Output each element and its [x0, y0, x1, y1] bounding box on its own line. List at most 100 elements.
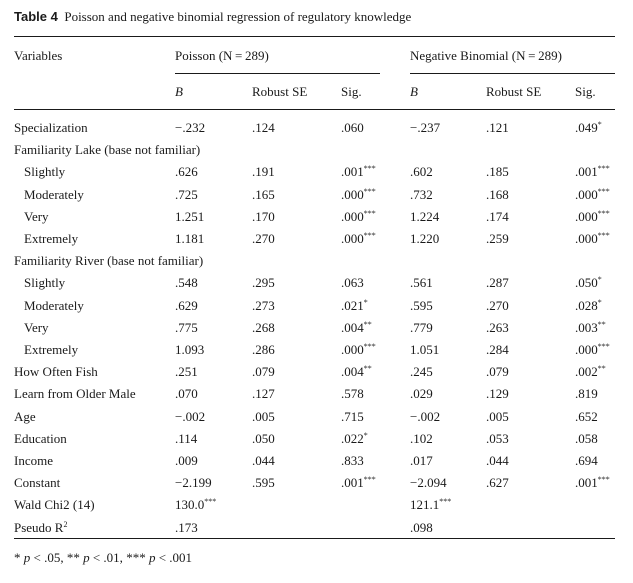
table-cell: 130.0***	[175, 497, 216, 513]
table-cell: .629	[175, 298, 198, 314]
cell-value: .629	[175, 297, 198, 313]
cell-value: .259	[486, 231, 509, 246]
cell-value: .017	[410, 453, 433, 468]
cell-value: .833	[341, 453, 364, 468]
cell-value: .000	[575, 186, 598, 202]
cell-value: .732	[410, 186, 433, 202]
table-cell: .000***	[341, 187, 376, 203]
row-label: Extremely	[24, 342, 78, 358]
row-label-text: Moderately	[24, 186, 84, 202]
cell-value: .286	[252, 342, 275, 357]
cell-value: .000	[575, 342, 598, 357]
table-cell: .009	[175, 453, 198, 469]
table-cell: .270	[252, 231, 275, 247]
footnote-threshold-3: < .001	[155, 550, 193, 565]
row-label-text: Very	[24, 319, 49, 335]
table-cell: .050*	[575, 275, 602, 291]
significance-stars: ***	[363, 231, 376, 240]
significance-stars: **	[597, 364, 606, 374]
row-label-text: Learn from Older Male	[14, 386, 136, 402]
cell-value: .173	[175, 519, 198, 535]
footnote: * p < .05, ** p < .01, *** p < .001	[14, 550, 192, 566]
cell-value: .079	[252, 364, 275, 380]
cell-value: .170	[252, 208, 275, 224]
table-cell: .004**	[341, 320, 372, 336]
cell-value: .102	[410, 430, 433, 446]
row-label-text: Slightly	[24, 164, 66, 180]
cell-value: −.002	[175, 408, 206, 424]
cell-value: .270	[486, 297, 509, 313]
row-label: Slightly	[24, 275, 65, 291]
table-cell: .079	[252, 364, 275, 380]
cell-value: .029	[410, 386, 433, 402]
table-cell: .124	[252, 120, 275, 136]
significance-stars: ***	[363, 475, 376, 485]
cell-value: .548	[175, 275, 198, 291]
table-cell: .165	[252, 187, 275, 203]
cell-value: .000	[575, 231, 598, 246]
cell-value: 1.224	[410, 208, 440, 224]
cell-value: .775	[175, 319, 198, 335]
cell-value: .652	[575, 408, 598, 424]
table-label: Table 4	[14, 9, 58, 24]
significance-stars: ***	[363, 164, 376, 174]
significance-stars: ***	[439, 497, 452, 507]
row-label: Constant	[14, 475, 60, 491]
cell-value: .000	[341, 208, 364, 224]
table-cell: .191	[252, 164, 275, 180]
cell-value: .627	[486, 475, 509, 491]
table-cell: .001***	[341, 475, 376, 491]
cell-value: .021	[341, 297, 364, 313]
significance-stars: ***	[363, 186, 376, 196]
cell-value: .002	[575, 364, 598, 380]
cell-value: .028	[575, 297, 598, 313]
header-negbin: Negative Binomial (N = 289)	[410, 48, 562, 63]
table-cell: .102	[410, 431, 433, 447]
cell-value: .001	[575, 164, 598, 180]
cell-value: −2.094	[410, 475, 447, 491]
header-variables: Variables	[14, 48, 63, 63]
cell-value: 1.051	[410, 342, 440, 357]
cell-value: .245	[410, 364, 433, 380]
table-cell: .775	[175, 320, 198, 336]
row-label: Extremely	[24, 231, 78, 247]
cell-value: .000	[575, 208, 598, 224]
cell-value: .000	[341, 186, 364, 202]
table-cell: .561	[410, 275, 433, 291]
row-label: Pseudo R2	[14, 520, 67, 536]
table-cell: .001***	[341, 164, 376, 180]
cell-value: .295	[252, 275, 275, 291]
cell-value: .779	[410, 319, 433, 335]
significance-stars: *	[363, 297, 368, 307]
table-cell: .595	[252, 475, 275, 491]
row-label: Moderately	[24, 187, 84, 203]
table-title: Poisson and negative binomial regression…	[64, 9, 412, 24]
table-cell: .173	[175, 520, 198, 536]
table-cell: .070	[175, 386, 198, 402]
table-cell: .060	[341, 120, 364, 136]
header-b-negbin: B	[410, 84, 418, 99]
row-label-text: Income	[14, 453, 53, 468]
significance-stars: *	[597, 120, 602, 129]
table-cell: .627	[486, 475, 509, 491]
table-cell: .000***	[341, 231, 376, 247]
footnote-star-3: ***	[126, 550, 146, 565]
table-cell: −.232	[175, 120, 205, 136]
cell-value: .185	[486, 164, 509, 180]
table-cell: .063	[341, 275, 364, 291]
table-cell: .121	[486, 120, 509, 136]
table-cell: .079	[486, 364, 509, 380]
table-cell: .548	[175, 275, 198, 291]
table-cell: .263	[486, 320, 509, 336]
cell-value: .129	[486, 386, 509, 402]
cell-value: .050	[575, 275, 598, 291]
row-label: Specialization	[14, 120, 88, 136]
significance-stars: ***	[363, 342, 376, 351]
table-cell: .001***	[575, 475, 610, 491]
table-cell: .049*	[575, 120, 602, 136]
cell-value: .022	[341, 430, 364, 446]
table-cell: .270	[486, 298, 509, 314]
row-label-text: Slightly	[24, 275, 66, 291]
row-label-text: Wald Chi2 (14)	[14, 497, 95, 513]
negbin-subrule	[410, 73, 615, 74]
